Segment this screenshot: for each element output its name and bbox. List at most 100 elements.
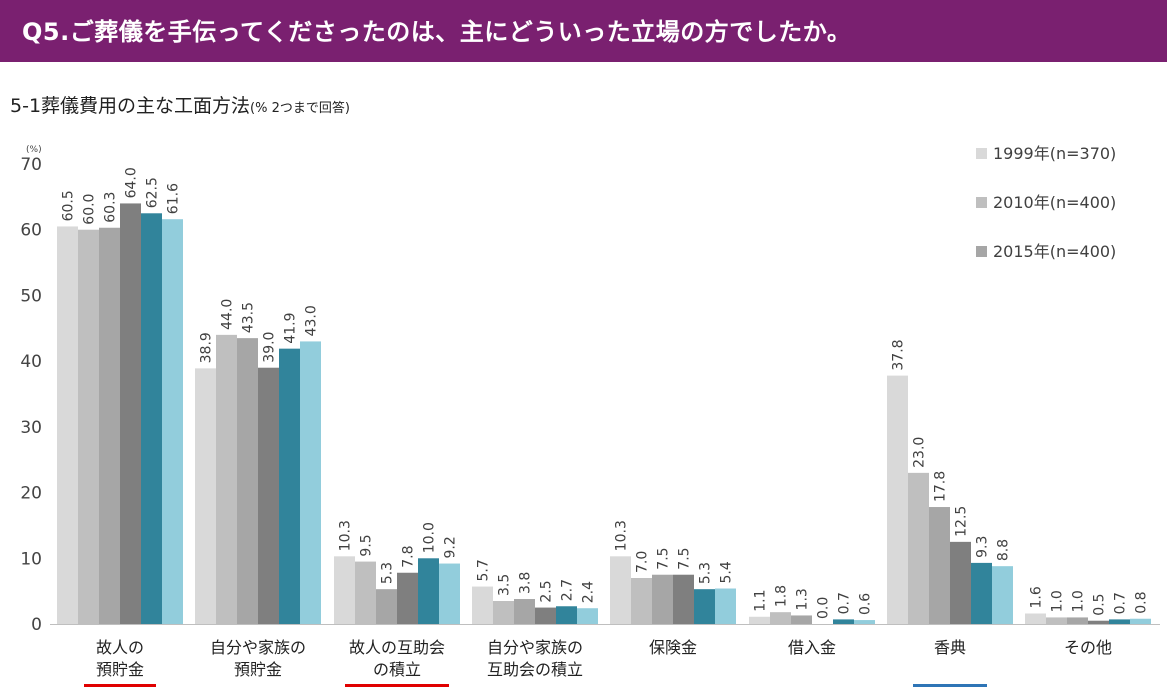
category-label: 自分や家族の bbox=[487, 638, 583, 657]
bar bbox=[1088, 620, 1109, 624]
data-label: 64.0 bbox=[124, 167, 140, 198]
data-label: 60.3 bbox=[103, 192, 119, 223]
subtitle-note: (% 2つまで回答) bbox=[250, 101, 350, 116]
legend-label: 1999年(n=370) bbox=[993, 144, 1116, 163]
data-label: 43.5 bbox=[241, 302, 257, 333]
bar bbox=[1067, 617, 1088, 624]
bar bbox=[673, 574, 694, 624]
data-label: 7.0 bbox=[635, 551, 651, 573]
bar bbox=[355, 561, 376, 624]
category-underline bbox=[84, 684, 156, 687]
bar bbox=[1046, 617, 1067, 624]
bar bbox=[1130, 618, 1151, 624]
data-label: 3.5 bbox=[497, 574, 513, 596]
data-label: 9.2 bbox=[443, 536, 459, 558]
bar bbox=[162, 219, 183, 624]
data-label: 1.3 bbox=[795, 588, 811, 610]
bar bbox=[791, 615, 812, 624]
data-label: 5.3 bbox=[698, 562, 714, 584]
bar bbox=[749, 616, 770, 624]
subtitle-main: 5-1葬儀費用の主な工面方法 bbox=[10, 95, 251, 117]
legend-label: 2015年(n=400) bbox=[993, 242, 1116, 261]
bar bbox=[141, 213, 162, 625]
bar bbox=[57, 226, 78, 624]
data-label: 43.0 bbox=[304, 305, 320, 336]
bar bbox=[833, 619, 854, 624]
data-label: 37.8 bbox=[891, 339, 907, 370]
bar bbox=[1025, 613, 1046, 624]
data-label: 7.5 bbox=[677, 547, 693, 569]
data-label: 5.4 bbox=[719, 561, 735, 583]
category-label: 保険金 bbox=[649, 638, 697, 657]
y-tick-label: 40 bbox=[20, 352, 42, 372]
data-label: 60.5 bbox=[61, 190, 77, 221]
data-label: 0.0 bbox=[816, 597, 832, 619]
data-label: 8.8 bbox=[996, 539, 1012, 561]
y-tick-label: 20 bbox=[20, 484, 42, 504]
data-label: 10.3 bbox=[614, 520, 630, 551]
category-label: 故人の互助会 bbox=[349, 638, 445, 657]
legend-label: 2010年(n=400) bbox=[993, 193, 1116, 212]
data-label: 1.0 bbox=[1050, 590, 1066, 612]
y-tick-label: 60 bbox=[20, 221, 42, 241]
category-label: 故人の bbox=[96, 638, 144, 657]
bar bbox=[300, 341, 321, 624]
data-label: 5.7 bbox=[476, 559, 492, 581]
data-label: 12.5 bbox=[954, 506, 970, 537]
category-label: 借入金 bbox=[788, 638, 836, 657]
category-label: の積立 bbox=[373, 660, 421, 679]
bar bbox=[770, 612, 791, 624]
bar bbox=[652, 574, 673, 624]
data-label: 7.8 bbox=[401, 545, 417, 567]
bar bbox=[279, 348, 300, 624]
y-tick-label: 30 bbox=[20, 418, 42, 438]
data-label: 7.5 bbox=[656, 547, 672, 569]
category-label: 預貯金 bbox=[234, 660, 282, 679]
category-underline bbox=[913, 684, 987, 687]
legend-swatch bbox=[976, 197, 987, 208]
category-label: 互助会の積立 bbox=[487, 660, 583, 679]
bar bbox=[887, 375, 908, 624]
question-title: Q5.ご葬儀を手伝ってくださったのは、主にどういった立場の方でしたか。 bbox=[22, 18, 852, 46]
y-unit-label: (%) bbox=[26, 145, 42, 155]
category-label: 預貯金 bbox=[96, 660, 144, 679]
data-label: 5.3 bbox=[380, 562, 396, 584]
data-label: 3.8 bbox=[518, 572, 534, 594]
bar bbox=[694, 589, 715, 624]
bar bbox=[216, 334, 237, 624]
data-label: 0.6 bbox=[858, 593, 874, 615]
bar bbox=[992, 566, 1013, 624]
data-label: 38.9 bbox=[199, 332, 215, 363]
legend-swatch bbox=[976, 148, 987, 159]
data-label: 44.0 bbox=[220, 299, 236, 330]
y-tick-label: 10 bbox=[20, 549, 42, 569]
data-label: 0.5 bbox=[1092, 593, 1108, 615]
bar bbox=[78, 229, 99, 624]
category-label: 自分や家族の bbox=[210, 638, 306, 657]
bar bbox=[950, 541, 971, 624]
data-label: 0.7 bbox=[1113, 592, 1129, 614]
data-label: 17.8 bbox=[933, 471, 949, 502]
bar bbox=[418, 558, 439, 624]
bar bbox=[472, 586, 493, 624]
data-label: 9.5 bbox=[359, 534, 375, 556]
bar bbox=[577, 608, 598, 624]
data-label: 0.7 bbox=[837, 592, 853, 614]
y-tick-label: 70 bbox=[20, 155, 42, 175]
data-label: 2.4 bbox=[581, 581, 597, 603]
y-tick-label: 0 bbox=[31, 615, 42, 635]
bar bbox=[929, 507, 950, 624]
bar bbox=[854, 620, 875, 624]
data-label: 1.1 bbox=[753, 590, 769, 612]
data-label: 60.0 bbox=[82, 194, 98, 225]
data-label: 1.0 bbox=[1071, 590, 1087, 612]
question-banner: Q5.ご葬儀を手伝ってくださったのは、主にどういった立場の方でしたか。 bbox=[0, 0, 1167, 62]
data-label: 61.6 bbox=[166, 183, 182, 214]
bar bbox=[556, 606, 577, 624]
bar bbox=[258, 367, 279, 624]
data-label: 39.0 bbox=[262, 332, 278, 363]
bar bbox=[439, 563, 460, 624]
data-label: 1.8 bbox=[774, 585, 790, 607]
bar bbox=[610, 556, 631, 624]
